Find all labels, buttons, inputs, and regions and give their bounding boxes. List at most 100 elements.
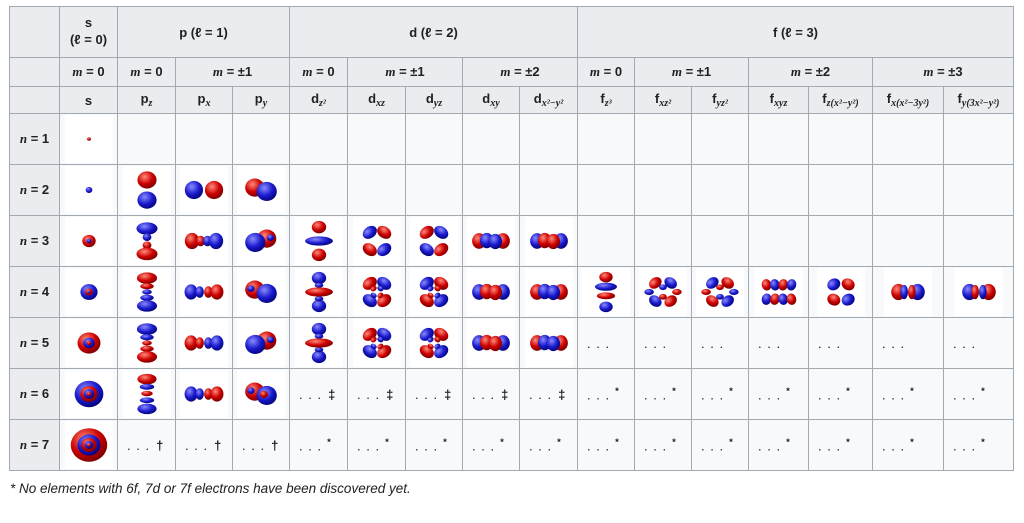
orbital-image-n6-px[interactable] bbox=[180, 370, 228, 418]
orbital-image-n3-pz[interactable] bbox=[122, 217, 171, 265]
col-header-dxz: dxz bbox=[347, 86, 406, 114]
orbital-image-n4-fzx2y2[interactable] bbox=[816, 268, 865, 316]
ellipsis-text: . . . bbox=[953, 387, 977, 403]
cell-n3-fxx23y2 bbox=[872, 215, 944, 267]
header-group-f: f (ℓ = 3) bbox=[577, 6, 1014, 58]
cell-n3-dx2y2 bbox=[519, 215, 578, 267]
footnote-mark: * bbox=[786, 436, 790, 448]
footnote-mark: ‡ bbox=[444, 386, 452, 402]
cell-n7-dxy: . . . * bbox=[462, 419, 520, 471]
footnote-mark: * bbox=[910, 385, 914, 397]
cell-n2-px bbox=[175, 164, 233, 216]
cell-n4-pz bbox=[117, 266, 176, 318]
orbital-image-n2-s[interactable] bbox=[64, 166, 113, 214]
orbital-glyph bbox=[525, 320, 572, 366]
m-header-8: m = ±2 bbox=[748, 57, 873, 87]
orbital-image-n4-fyz2[interactable] bbox=[696, 268, 744, 316]
cell-n7-py: . . . † bbox=[232, 419, 290, 471]
cell-n6-dx2y2: . . . ‡ bbox=[519, 368, 578, 420]
orbital-image-n4-dyz[interactable] bbox=[410, 268, 458, 316]
cell-n1-pz bbox=[117, 113, 176, 165]
cell-n6-dxy: . . . ‡ bbox=[462, 368, 520, 420]
orbital-image-n4-fxx23y2[interactable] bbox=[884, 268, 932, 316]
orbital-image-n4-dx2y2[interactable] bbox=[524, 268, 573, 316]
cell-n1-fy3x2y2 bbox=[943, 113, 1014, 165]
orbital-glyph bbox=[181, 218, 227, 264]
orbital-glyph bbox=[411, 218, 457, 264]
orbital-image-n4-fy3x2y2[interactable] bbox=[954, 268, 1003, 316]
footnote-mark: † bbox=[156, 437, 164, 453]
orbital-image-n3-px[interactable] bbox=[180, 217, 228, 265]
orbital-image-n5-dxz[interactable] bbox=[352, 319, 401, 367]
cell-n5-dz2 bbox=[289, 317, 348, 369]
cell-n4-dxy bbox=[462, 266, 520, 318]
orbital-glyph bbox=[181, 371, 227, 417]
orbital-image-n5-dyz[interactable] bbox=[410, 319, 458, 367]
orbital-glyph bbox=[238, 269, 284, 315]
cell-n1-s bbox=[59, 113, 118, 165]
orbital-image-n2-px[interactable] bbox=[180, 166, 228, 214]
orbital-image-n4-fxyz[interactable] bbox=[754, 268, 803, 316]
cell-n7-pz: . . . † bbox=[117, 419, 176, 471]
orbital-image-n4-fz3[interactable] bbox=[582, 268, 630, 316]
orbital-glyph bbox=[181, 269, 227, 315]
orbital-image-n4-py[interactable] bbox=[237, 268, 285, 316]
orbital-glyph bbox=[468, 320, 514, 366]
orbital-image-n4-pz[interactable] bbox=[122, 268, 171, 316]
orbital-image-n5-py[interactable] bbox=[237, 319, 285, 367]
orbital-glyph bbox=[65, 422, 112, 468]
orbital-image-n6-pz[interactable] bbox=[122, 370, 171, 418]
cell-n5-fz3: . . . bbox=[577, 317, 635, 369]
orbital-image-n4-dxz[interactable] bbox=[352, 268, 401, 316]
ellipsis-text: . . . bbox=[357, 438, 381, 454]
orbital-image-n5-s[interactable] bbox=[64, 319, 113, 367]
m-header-5: m = ±2 bbox=[462, 57, 578, 87]
orbital-image-n1-s[interactable] bbox=[64, 115, 113, 163]
orbital-image-n4-fxz2[interactable] bbox=[639, 268, 687, 316]
orbital-image-n2-py[interactable] bbox=[237, 166, 285, 214]
orbital-glyph bbox=[123, 371, 170, 417]
orbital-image-n5-dz2[interactable] bbox=[294, 319, 343, 367]
corner-cell bbox=[9, 6, 60, 58]
orbital-image-n3-dxy[interactable] bbox=[467, 217, 515, 265]
cell-n4-py bbox=[232, 266, 290, 318]
orbital-image-n3-dz2[interactable] bbox=[294, 217, 343, 265]
col-header-py: py bbox=[232, 86, 290, 114]
orbital-image-n5-dx2y2[interactable] bbox=[524, 319, 573, 367]
orbital-image-n6-s[interactable] bbox=[64, 370, 113, 418]
footnote-mark: † bbox=[214, 437, 222, 453]
col-header-s: s bbox=[59, 86, 118, 114]
cell-n5-fxx23y2: . . . bbox=[872, 317, 944, 369]
cell-n1-dxz bbox=[347, 113, 406, 165]
orbital-image-n4-dz2[interactable] bbox=[294, 268, 343, 316]
orbital-image-n4-s[interactable] bbox=[64, 268, 113, 316]
cell-n5-px bbox=[175, 317, 233, 369]
ellipsis-text: . . . bbox=[818, 387, 842, 403]
orbital-glyph bbox=[955, 269, 1002, 315]
orbital-image-n3-dxz[interactable] bbox=[352, 217, 401, 265]
orbital-image-n5-px[interactable] bbox=[180, 319, 228, 367]
orbital-image-n3-dyz[interactable] bbox=[410, 217, 458, 265]
orbital-glyph bbox=[238, 320, 284, 366]
orbital-image-n3-s[interactable] bbox=[64, 217, 113, 265]
orbital-image-n5-pz[interactable] bbox=[122, 319, 171, 367]
ellipsis-text: . . . bbox=[758, 335, 782, 351]
cell-n3-dyz bbox=[405, 215, 463, 267]
cell-n3-pz bbox=[117, 215, 176, 267]
cell-n2-dyz bbox=[405, 164, 463, 216]
orbital-image-n3-py[interactable] bbox=[237, 217, 285, 265]
cell-n2-fxx23y2 bbox=[872, 164, 944, 216]
orbital-image-n3-dx2y2[interactable] bbox=[524, 217, 573, 265]
cell-n6-dxz: . . . ‡ bbox=[347, 368, 406, 420]
orbital-glyph bbox=[885, 269, 931, 315]
orbital-image-n7-s[interactable] bbox=[64, 421, 113, 469]
orbital-image-n5-dxy[interactable] bbox=[467, 319, 515, 367]
cell-n5-py bbox=[232, 317, 290, 369]
orbital-image-n2-pz[interactable] bbox=[122, 166, 171, 214]
col-header-fz3: fz³ bbox=[577, 86, 635, 114]
orbital-image-n4-dxy[interactable] bbox=[467, 268, 515, 316]
orbital-image-n6-py[interactable] bbox=[237, 370, 285, 418]
footnote-mark: * bbox=[786, 385, 790, 397]
ellipsis-text: . . . bbox=[818, 335, 842, 351]
orbital-image-n4-px[interactable] bbox=[180, 268, 228, 316]
